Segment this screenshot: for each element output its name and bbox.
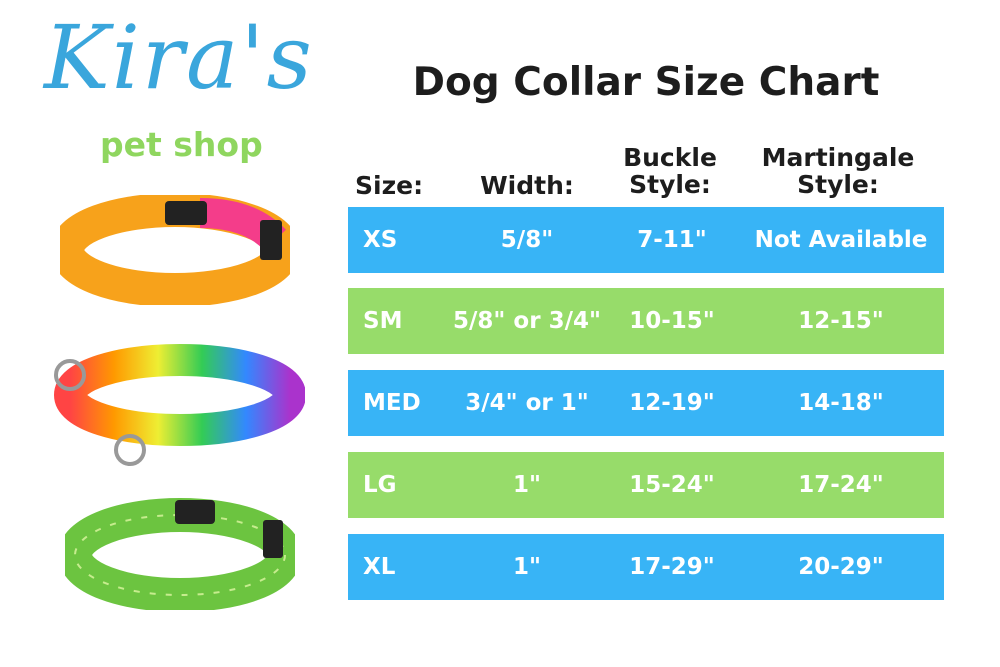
header-buckle-line1: Buckle — [623, 143, 717, 172]
orange-pink-collar-image — [60, 195, 290, 305]
cell-martingale: 20-29" — [798, 554, 884, 580]
cell-width: 5/8" — [500, 227, 554, 253]
rainbow-martingale-collar-image — [54, 344, 305, 466]
cell-martingale: Not Available — [754, 227, 928, 253]
table-row-xl: XL 1" 17-29" 20-29" — [348, 534, 944, 600]
table-row-lg: LG 1" 15-24" 17-24" — [348, 452, 944, 518]
cell-size: XL — [363, 554, 396, 580]
cell-size: LG — [363, 472, 397, 498]
green-plaid-collar-image — [65, 498, 295, 610]
cell-size: XS — [363, 227, 398, 253]
header-martingale-line1: Martingale — [761, 143, 915, 172]
header-size: Size: — [355, 171, 424, 200]
chart-title: Dog Collar Size Chart — [412, 60, 880, 105]
table-row-xs: XS 5/8" 7-11" Not Available — [348, 207, 944, 273]
cell-buckle: 15-24" — [629, 472, 715, 498]
cell-width: 5/8" or 3/4" — [453, 308, 601, 334]
cell-buckle: 17-29" — [629, 554, 715, 580]
cell-width: 1" — [513, 554, 541, 580]
logo-subtitle: pet shop — [100, 125, 263, 164]
header-martingale-style: Martingale Style: — [740, 144, 936, 198]
cell-martingale: 17-24" — [798, 472, 884, 498]
cell-martingale: 14-18" — [798, 390, 884, 416]
cell-buckle: 12-19" — [629, 390, 715, 416]
header-buckle-style: Buckle Style: — [610, 144, 730, 198]
cell-buckle: 10-15" — [629, 308, 715, 334]
cell-width: 1" — [513, 472, 541, 498]
table-row-sm: SM 5/8" or 3/4" 10-15" 12-15" — [348, 288, 944, 354]
header-martingale-line2: Style: — [797, 170, 879, 199]
logo-script: Kira's — [44, 6, 314, 109]
table-row-med: MED 3/4" or 1" 12-19" 14-18" — [348, 370, 944, 436]
cell-martingale: 12-15" — [798, 308, 884, 334]
cell-size: SM — [363, 308, 403, 334]
cell-width: 3/4" or 1" — [465, 390, 589, 416]
cell-size: MED — [363, 390, 421, 416]
header-width: Width: — [480, 171, 574, 200]
cell-buckle: 7-11" — [637, 227, 707, 253]
header-buckle-line2: Style: — [629, 170, 711, 199]
